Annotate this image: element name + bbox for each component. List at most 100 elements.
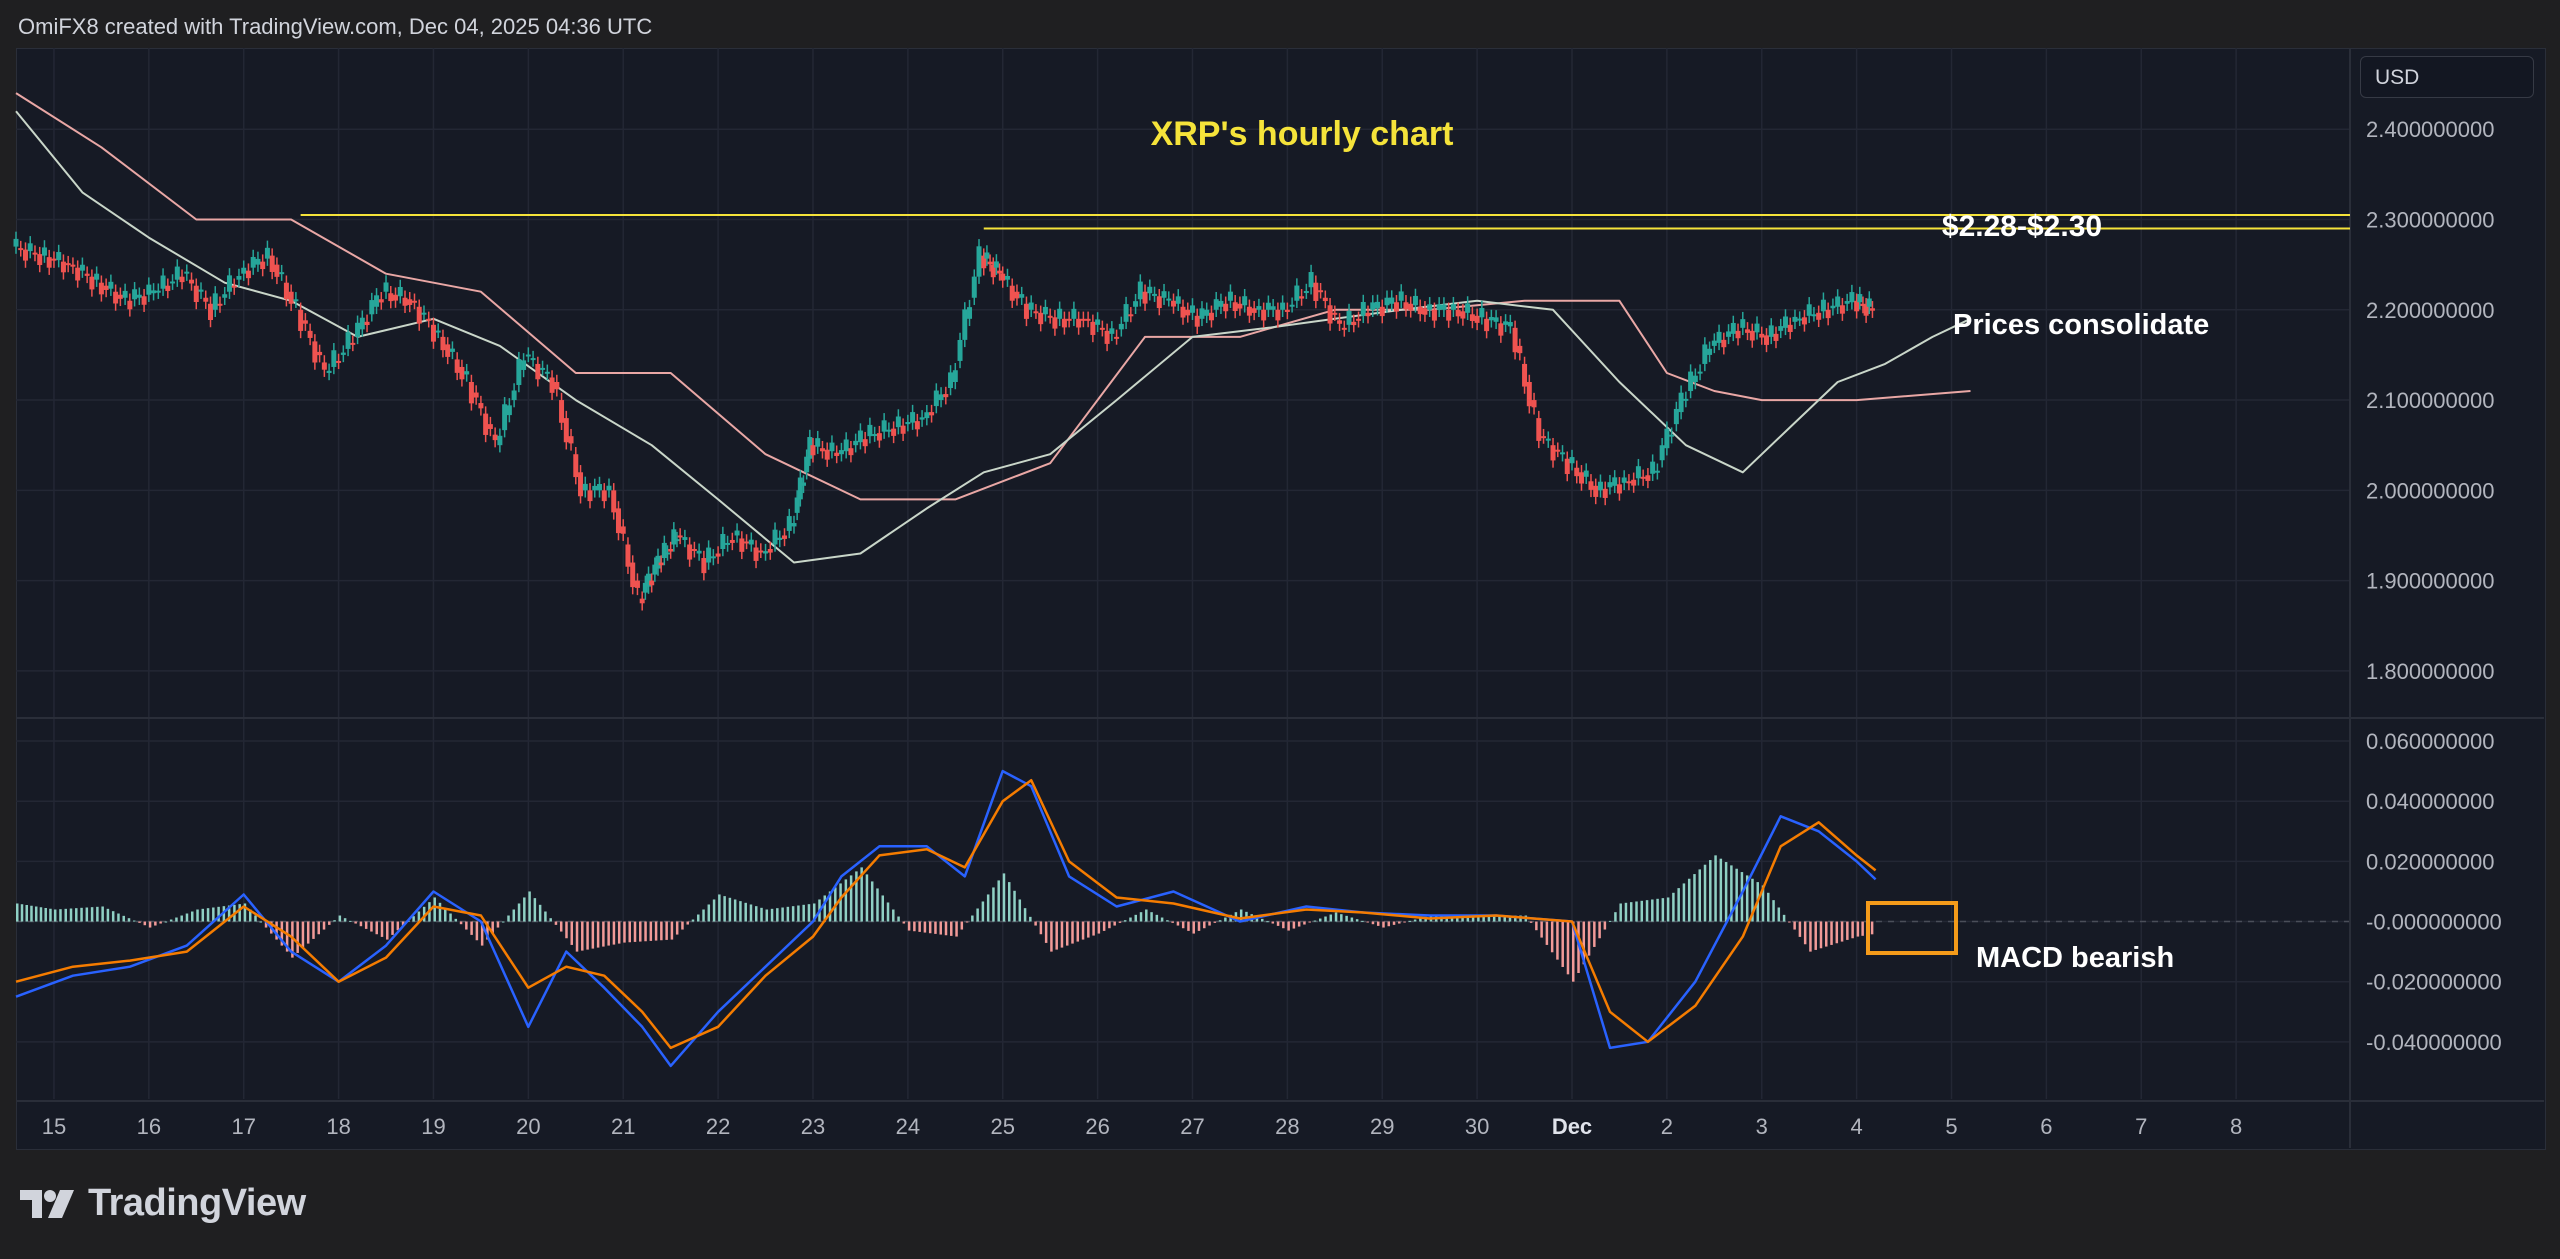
macd-histogram-bar [338, 915, 342, 922]
price-candle [255, 258, 261, 265]
macd-histogram-bar [902, 921, 906, 924]
macd-histogram-bar [712, 899, 716, 922]
price-candle [967, 307, 973, 319]
price-candle [642, 582, 648, 593]
price-candle [383, 282, 389, 292]
macd-histogram-bar [16, 903, 19, 922]
price-candle [1493, 317, 1499, 322]
price-candle [502, 404, 508, 431]
macd-histogram-bar [533, 898, 537, 922]
price-candle [800, 482, 806, 486]
price-candle [146, 284, 152, 295]
macd-histogram-bar [1092, 921, 1095, 936]
price-candle [1114, 336, 1120, 339]
macd-histogram-bar [1060, 921, 1064, 948]
price-candle [525, 354, 531, 357]
price-candle [1199, 308, 1205, 319]
price-candle [1764, 335, 1769, 345]
chart-frame[interactable] [16, 48, 2546, 1150]
price-candle [226, 275, 232, 292]
macd-histogram-bar [465, 921, 468, 930]
macd-histogram-bar [354, 921, 357, 924]
macd-histogram-bar [80, 907, 83, 922]
price-candle [573, 454, 579, 478]
price-candle [701, 558, 707, 574]
macd-histogram-bar [1292, 921, 1296, 929]
macd-histogram-bar [760, 907, 763, 922]
macd-histogram-bar [1535, 921, 1538, 931]
macd-histogram-bar [849, 875, 853, 922]
price-candle [1223, 303, 1229, 312]
price-candle [1673, 408, 1679, 425]
macd-histogram-bar [1139, 912, 1143, 922]
macd-histogram-bar [1572, 921, 1575, 982]
price-candle [658, 562, 664, 566]
macd-histogram-bar [1008, 882, 1011, 922]
macd-histogram-bar [897, 916, 900, 922]
price-candle [1152, 293, 1158, 296]
price-candle [1593, 485, 1599, 497]
macd-histogram-bar [633, 921, 637, 942]
price-candle [75, 267, 81, 281]
price-candle [369, 300, 375, 315]
price-candle [22, 249, 28, 261]
macd-histogram-bar [212, 907, 215, 922]
price-candle [355, 322, 361, 337]
macd-histogram-bar [1340, 914, 1343, 922]
price-candle [487, 424, 493, 429]
macd-histogram-bar [491, 921, 494, 934]
macd-histogram-bar [1477, 915, 1480, 922]
price-candle [1185, 309, 1191, 316]
price-candle [674, 539, 680, 542]
time-tick-label: 4 [1851, 1114, 1863, 1139]
macd-histogram-bar [1703, 864, 1707, 922]
price-candle [1109, 328, 1115, 334]
price-candle [1749, 330, 1755, 341]
macd-histogram-bar [164, 921, 168, 923]
macd-histogram-bar [349, 920, 352, 922]
price-candle [521, 360, 527, 370]
macd-histogram-bar [786, 906, 790, 922]
macd-histogram-bar [1619, 903, 1622, 922]
price-candle [655, 555, 661, 569]
macd-histogram-bar [1192, 921, 1195, 934]
price-candle [1436, 304, 1442, 310]
price-candle [1745, 329, 1751, 333]
price-candle [1806, 304, 1812, 316]
macd-histogram-bar [391, 921, 394, 935]
price-candle [691, 549, 697, 551]
macd-histogram-bar [955, 921, 958, 937]
macd-histogram-bar [1698, 869, 1702, 922]
currency-button[interactable]: USD [2360, 56, 2534, 98]
macd-histogram-bar [1788, 921, 1791, 923]
macd-histogram-bar [1598, 921, 1601, 939]
price-candle [900, 425, 906, 434]
price-candle [132, 289, 138, 300]
price-candle [1616, 484, 1622, 494]
price-candle [1446, 309, 1452, 321]
macd-histogram-bar [1413, 919, 1417, 922]
time-tick-label: 29 [1370, 1114, 1394, 1139]
price-candle [646, 573, 652, 587]
price-candle [948, 372, 954, 389]
time-tick-label: 5 [1945, 1114, 1957, 1139]
price-candle [1189, 305, 1195, 313]
price-candle [326, 370, 332, 373]
price-candle [454, 359, 460, 373]
macd-histogram-bar [301, 921, 305, 949]
macd-histogram-bar [44, 907, 47, 922]
macd-histogram-bar [1846, 921, 1849, 940]
macd-histogram-bar [718, 894, 721, 922]
macd-histogram-bar [1772, 900, 1775, 922]
price-tick-label: 2.000000000 [2366, 478, 2494, 503]
macd-histogram-bar [823, 895, 827, 922]
macd-histogram-bar [333, 920, 336, 922]
price-candle [402, 297, 408, 306]
price-candle [601, 490, 607, 502]
price-candle [165, 285, 171, 292]
tradingview-logo[interactable]: TradingView [20, 1182, 306, 1225]
price-candle [1465, 303, 1471, 313]
macd-histogram-bar [1197, 921, 1201, 931]
macd-histogram-bar [865, 874, 869, 922]
